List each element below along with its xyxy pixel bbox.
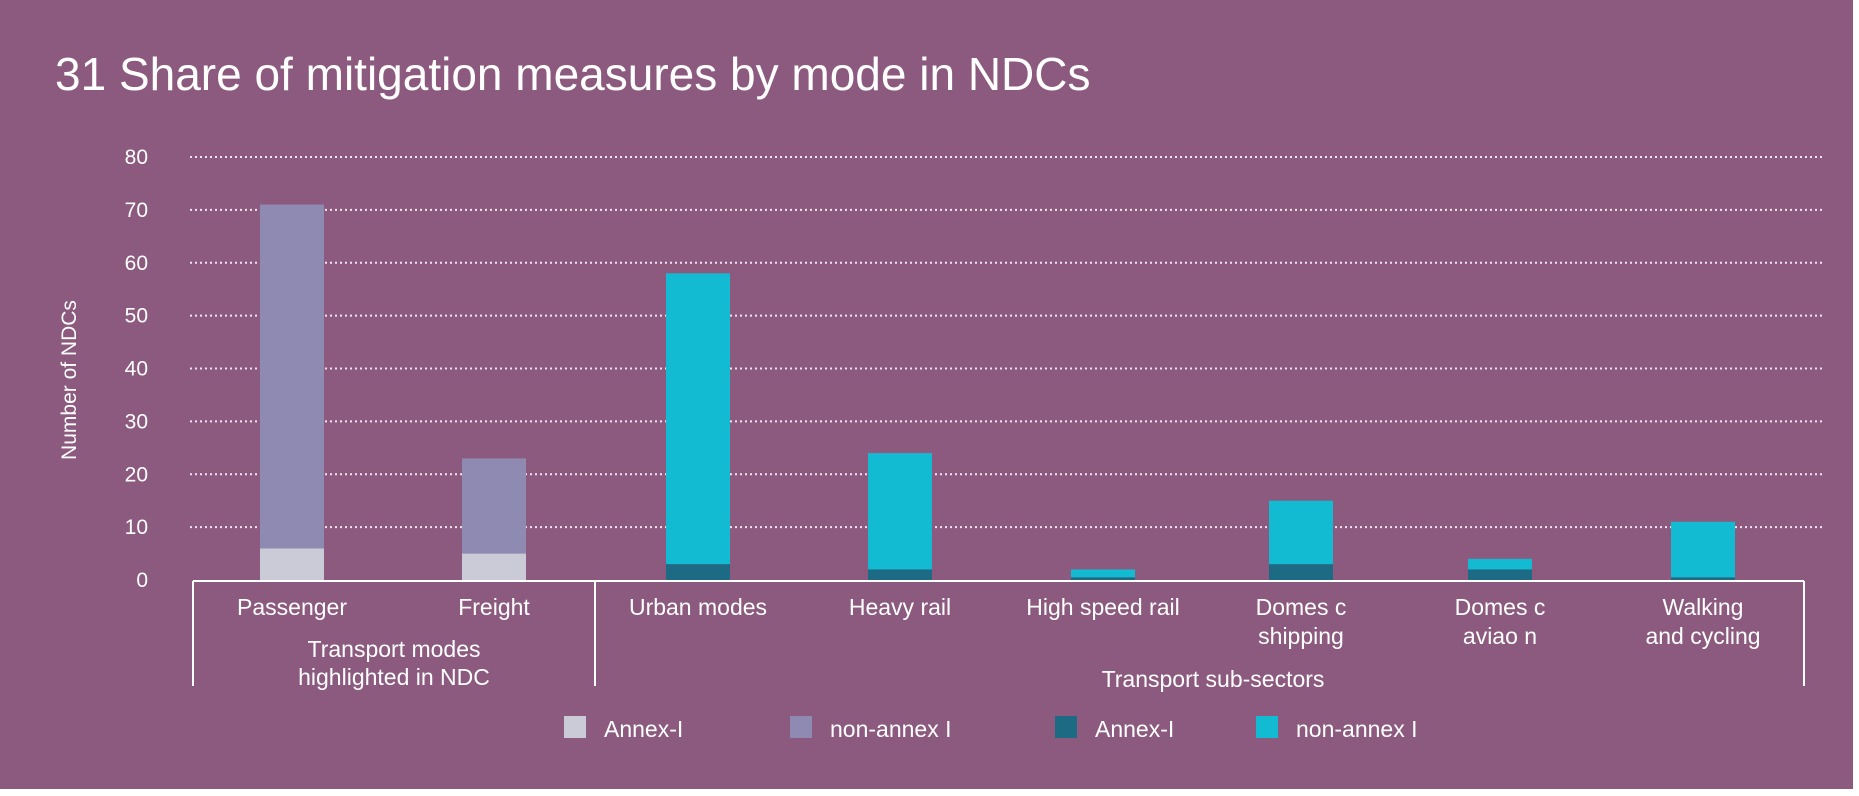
category-label: High speed rail	[1026, 594, 1179, 620]
legend-item: Annex-I	[564, 716, 683, 742]
legend-item: non-annex I	[790, 716, 951, 742]
bar-segment	[1269, 500, 1333, 565]
legend: Annex-I non-annex I Annex-I non-annex I	[564, 716, 1417, 742]
bar-segment	[666, 273, 730, 565]
bar-segment	[868, 569, 932, 580]
category-labels: Passenger Freight Urban modes Heavy rail Hig…	[237, 594, 1761, 649]
group-bracket	[192, 580, 1805, 686]
legend-swatch	[1256, 716, 1278, 738]
group-label: Transport sub-sectors	[1102, 666, 1325, 692]
bar-segment	[1468, 558, 1532, 570]
legend-item: non-annex I	[1256, 716, 1417, 742]
y-tick-label: 10	[125, 516, 148, 539]
bar-segment	[1071, 577, 1135, 580]
legend-label: non-annex I	[1296, 716, 1417, 742]
group-label: Transport modes highlighted in NDC	[298, 636, 490, 690]
legend-swatch	[790, 716, 812, 738]
gridlines	[190, 156, 1822, 529]
bar-segment	[1269, 564, 1333, 580]
category-label: Domes c shipping	[1256, 594, 1347, 649]
y-tick-label: 0	[136, 569, 148, 592]
legend-label: Annex-I	[1095, 716, 1174, 742]
bar-segment	[462, 458, 526, 554]
legend-item: Annex-I	[1055, 716, 1174, 742]
legend-swatch	[1055, 716, 1077, 738]
y-tick-label: 60	[125, 252, 148, 275]
chart-title: 31 Share of mitigation measures by mode …	[55, 48, 1090, 100]
bar-segment	[868, 453, 932, 570]
y-axis-ticks: 0 10 20 30 40 50 60 70 80	[125, 146, 148, 592]
y-tick-label: 70	[125, 199, 148, 222]
y-tick-label: 80	[125, 146, 148, 169]
y-tick-label: 50	[125, 305, 148, 328]
category-label: Freight	[458, 594, 530, 620]
bar-segment	[1671, 521, 1735, 578]
bar-segment	[666, 564, 730, 580]
legend-label: Annex-I	[604, 716, 683, 742]
y-tick-label: 40	[125, 358, 148, 381]
category-groups: Transport modes highlighted in NDC Transpo…	[192, 580, 1805, 692]
bar-segment	[462, 553, 526, 580]
bar-segment	[1671, 577, 1735, 580]
category-label: Urban modes	[629, 594, 767, 620]
category-label: Walking and cycling	[1645, 594, 1760, 649]
bar-segment	[1071, 569, 1135, 578]
bar-segment	[1468, 569, 1532, 580]
legend-label: non-annex I	[830, 716, 951, 742]
y-tick-label: 20	[125, 463, 148, 486]
category-label: Passenger	[237, 594, 347, 620]
bars	[260, 204, 1735, 580]
y-axis-label: Number of NDCs	[58, 300, 81, 460]
category-label: Domes c aviao n	[1455, 594, 1546, 649]
y-tick-label: 30	[125, 410, 148, 433]
legend-swatch	[564, 716, 586, 738]
bar-segment	[260, 204, 324, 549]
category-label: Heavy rail	[849, 594, 951, 620]
bar-segment	[260, 548, 324, 580]
